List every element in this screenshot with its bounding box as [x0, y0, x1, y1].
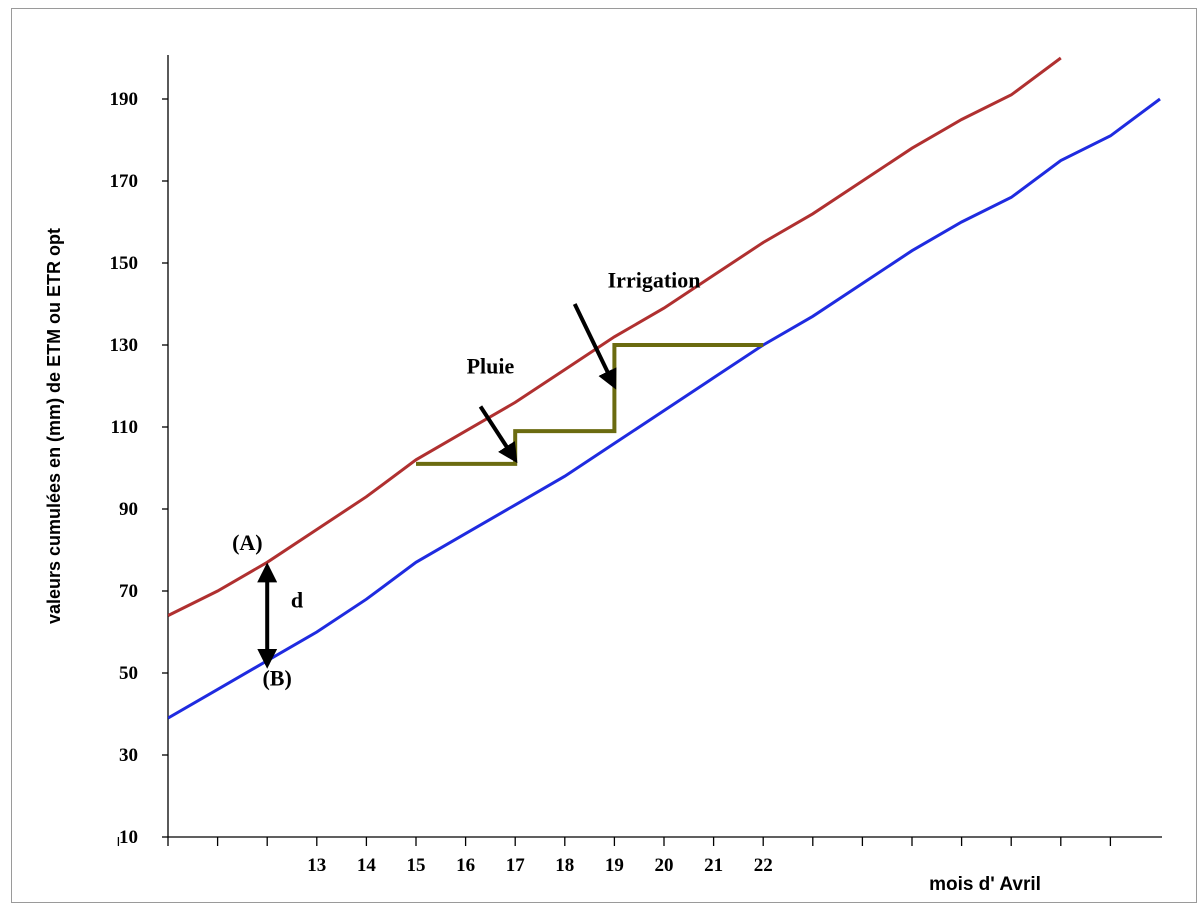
x-tick-label: 14: [357, 855, 377, 876]
x-tick-label: 21: [704, 855, 723, 876]
annotation-label: (A): [232, 530, 263, 555]
y-axis-label: valeurs cumulées en (mm) de ETM ou ETR o…: [44, 228, 64, 624]
series-line-b: [168, 97, 1161, 720]
x-axis-label: mois d' Avril: [929, 874, 1041, 895]
y-tick-label: 110: [111, 417, 138, 438]
x-tick-label: 15: [407, 855, 426, 876]
x-tick-label: 19: [605, 855, 624, 876]
annotation-label: Irrigation: [608, 268, 701, 293]
x-tick-label: 13: [307, 855, 326, 876]
series-line-a: [168, 56, 1062, 617]
y-tick-label: 10: [119, 827, 138, 848]
y-tick-label: 70: [119, 581, 138, 602]
series-group: [168, 56, 1161, 720]
y-tick-label: 190: [110, 89, 139, 110]
annotation-label: Pluie: [467, 354, 515, 379]
arrow-irrigation: [572, 303, 617, 390]
y-tick-label: 30: [119, 745, 138, 766]
x-tick-label: 22: [754, 855, 773, 876]
y-tick-label: 90: [119, 499, 138, 520]
water-step-line: [416, 343, 764, 466]
arrows-group: [257, 303, 617, 669]
x-tick-label: 17: [506, 855, 526, 876]
annotation-label: (B): [262, 665, 291, 690]
labels-group: (A) (B) d Pluie Irrigation: [232, 268, 700, 691]
chart-frame: [11, 8, 1197, 903]
annotation-label: d: [291, 587, 303, 612]
x-tick-label: 16: [456, 855, 475, 876]
y-tick-label: 50: [119, 663, 138, 684]
axes: 10 30 50 70 90 110 130 150 170 190 13 14 15 16 17 18 19 2…: [110, 55, 1162, 876]
y-tick-label: 130: [110, 335, 139, 356]
arrow-pluie: [478, 405, 518, 464]
x-tick-label: 20: [655, 855, 674, 876]
y-tick-label: 170: [110, 171, 139, 192]
y-tick-label: 150: [110, 253, 139, 274]
x-tick-label: 18: [555, 855, 574, 876]
